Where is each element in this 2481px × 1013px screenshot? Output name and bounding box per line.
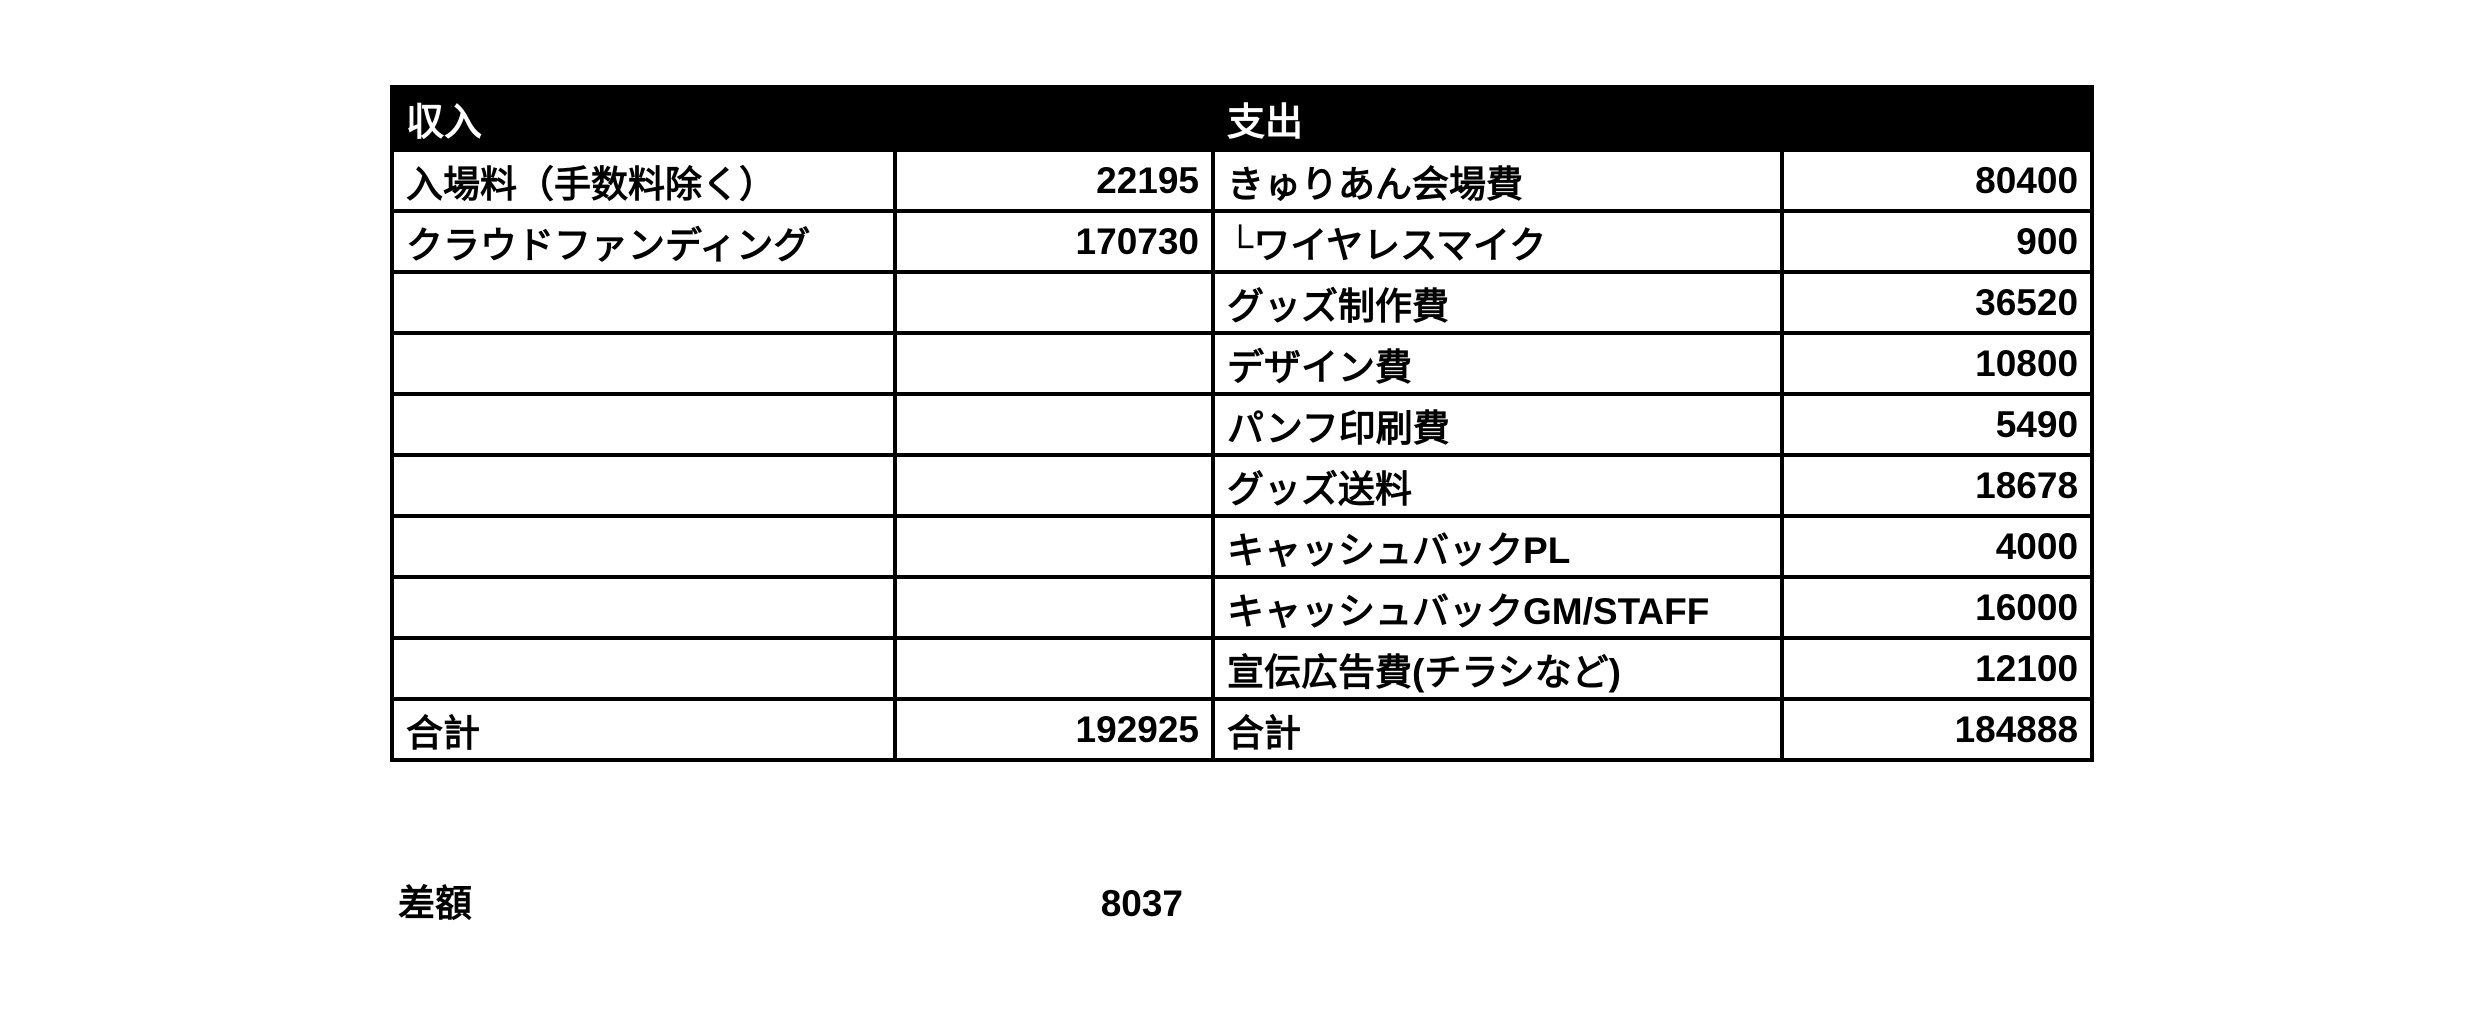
income-label-cell: クラウドファンディング [390,209,897,274]
expense-label-cell: グッズ送料 [1211,453,1785,518]
table-row: クラウドファンディング 170730 └ワイヤレスマイク 900 [390,209,2095,274]
expense-label-cell: キャッシュバックPL [1211,514,1785,579]
table-row: グッズ制作費 36520 [390,270,2095,335]
income-value-cell [892,392,1216,457]
table-row: グッズ送料 18678 [390,453,2095,518]
expense-header: 支出 [1211,85,2095,152]
income-total-label-cell: 合計 [390,697,897,762]
table-row: 宣伝広告費(チラシなど) 12100 [390,636,2095,701]
table-row: デザイン費 10800 [390,331,2095,396]
income-value-cell: 22195 [892,148,1216,213]
expense-value-cell: 10800 [1780,331,2095,396]
expense-label-cell: パンフ印刷費 [1211,392,1785,457]
table-row: キャッシュバックGM/STAFF 16000 [390,575,2095,640]
table-body: 入場料（手数料除く） 22195 きゅりあん会場費 80400 クラウドファンディング 1… [390,148,2095,762]
income-value-cell: 170730 [892,209,1216,274]
expense-value-cell: 80400 [1780,148,2095,213]
table-row: キャッシュバックPL 4000 [390,514,2095,579]
expense-label-cell: └ワイヤレスマイク [1211,209,1785,274]
income-value-cell [892,514,1216,579]
expense-label-cell: きゅりあん会場費 [1211,148,1785,213]
income-label-cell [390,392,897,457]
expense-label-cell: キャッシュバックGM/STAFF [1211,575,1785,640]
expense-value-cell: 900 [1780,209,2095,274]
budget-table: 収入 支出 入場料（手数料除く） 22195 きゅりあん会場費 80400 クラウドファ… [389,85,2095,762]
expense-total-label-cell: 合計 [1211,697,1785,762]
income-value-cell [892,270,1216,335]
income-value-cell [892,453,1216,518]
expense-value-cell: 18678 [1780,453,2095,518]
difference-label: 差額 [398,883,472,924]
difference-value: 8037 [1100,883,1183,924]
income-label-cell [390,636,897,701]
income-label-cell [390,575,897,640]
expense-value-cell: 16000 [1780,575,2095,640]
table-row: 入場料（手数料除く） 22195 きゅりあん会場費 80400 [390,148,2095,213]
income-label-cell [390,453,897,518]
income-total-value-cell: 192925 [892,697,1216,762]
table-header-row: 収入 支出 [389,85,2095,152]
income-value-cell [892,636,1216,701]
table-row: パンフ印刷費 5490 [390,392,2095,457]
income-label-cell [390,331,897,396]
income-value-cell [892,331,1216,396]
expense-label-cell: デザイン費 [1211,331,1785,396]
income-label-cell [390,514,897,579]
total-row: 合計 192925 合計 184888 [390,697,2095,762]
expense-value-cell: 12100 [1780,636,2095,701]
expense-label-cell: グッズ制作費 [1211,270,1785,335]
income-value-cell [892,575,1216,640]
difference-row: 差額 8037 [390,880,1211,928]
expense-total-value-cell: 184888 [1780,697,2095,762]
expense-value-cell: 36520 [1780,270,2095,335]
income-label-cell: 入場料（手数料除く） [390,148,897,213]
expense-value-cell: 5490 [1780,392,2095,457]
expense-label-cell: 宣伝広告費(チラシなど) [1211,636,1785,701]
income-header: 収入 [389,85,1216,152]
expense-value-cell: 4000 [1780,514,2095,579]
income-label-cell [390,270,897,335]
